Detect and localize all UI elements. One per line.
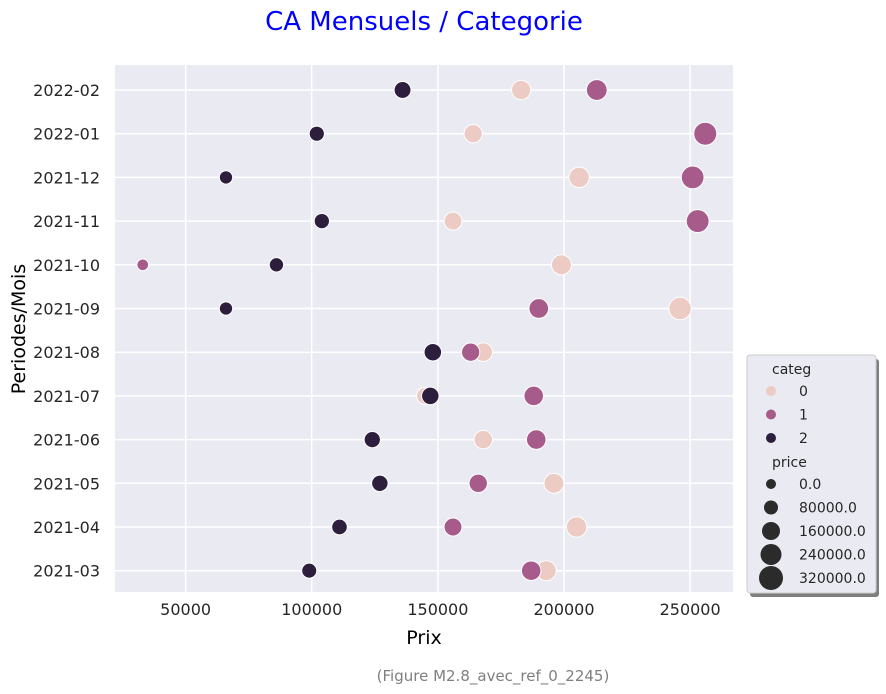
legend-size-marker <box>760 544 782 565</box>
data-point <box>463 124 483 144</box>
x-axis-label: Prix <box>406 627 441 649</box>
y-tick-label: 2021-10 <box>33 256 100 275</box>
y-tick-label: 2021-05 <box>33 474 100 493</box>
gridlines <box>115 65 733 592</box>
legend-size-label: 80000.0 <box>799 501 857 517</box>
data-point <box>685 209 710 234</box>
legend-size-marker <box>766 479 776 489</box>
legend-hue-marker <box>766 409 776 420</box>
data-point <box>680 165 705 190</box>
data-point <box>528 298 550 319</box>
data-point <box>525 429 547 450</box>
legend-hue-marker <box>766 433 776 443</box>
y-tick-labels: 2021-03 2021-04 2021-05 2021-06 2021-07 2021-… <box>33 81 100 581</box>
legend-hue-label: 0 <box>799 384 808 400</box>
data-point <box>443 517 463 537</box>
legend-hue-label: 2 <box>799 431 808 447</box>
data-point <box>565 516 588 538</box>
data-point <box>585 79 608 101</box>
legend-size-label: 320000.0 <box>799 571 866 587</box>
x-tick-label: 100000 <box>281 600 342 619</box>
y-tick-label: 2021-08 <box>33 343 100 362</box>
data-point <box>313 212 330 230</box>
legend-size-title: price <box>772 455 807 471</box>
y-tick-label: 2021-09 <box>33 300 100 319</box>
data-point <box>520 560 542 581</box>
x-tick-label: 150000 <box>407 600 468 619</box>
y-tick-label: 2021-11 <box>33 212 100 231</box>
y-tick-label: 2022-01 <box>33 125 100 144</box>
legend: categ 0 1 2 price 0.0 80000.0 160000.0 240000… <box>746 354 879 597</box>
data-point <box>468 473 488 494</box>
data-point <box>218 301 234 316</box>
figure-caption: (Figure M2.8_avec_ref_0_2245) <box>377 667 610 686</box>
legend-size-label: 240000.0 <box>799 548 866 564</box>
data-point <box>443 211 463 231</box>
data-point <box>393 81 412 99</box>
legend-size-marker <box>762 522 780 540</box>
legend-size-marker <box>759 566 783 590</box>
data-point <box>543 472 565 494</box>
data-point <box>301 562 318 579</box>
data-points <box>136 79 718 582</box>
data-point <box>136 258 150 272</box>
x-tick-label: 50000 <box>160 600 211 619</box>
legend-size-label: 160000.0 <box>799 524 866 540</box>
legend-size-marker <box>764 500 778 515</box>
data-point <box>668 296 692 321</box>
chart-title: CA Mensuels / Categorie <box>265 7 583 37</box>
y-tick-label: 2022-02 <box>33 81 100 100</box>
x-tick-label: 200000 <box>533 600 594 619</box>
y-tick-label: 2021-03 <box>33 562 100 581</box>
data-point <box>693 121 718 146</box>
y-tick-label: 2021-06 <box>33 431 100 450</box>
y-tick-label: 2021-12 <box>33 168 100 187</box>
data-point <box>268 257 285 273</box>
legend-hue-title: categ <box>772 362 811 378</box>
data-point <box>568 166 590 189</box>
data-point <box>371 474 389 493</box>
data-point <box>423 342 443 362</box>
data-point <box>550 254 573 276</box>
data-point <box>308 125 325 142</box>
data-point <box>421 386 440 406</box>
x-tick-label: 250000 <box>660 600 721 619</box>
legend-hue-label: 1 <box>799 408 808 424</box>
data-point <box>510 79 532 101</box>
y-tick-label: 2021-04 <box>33 518 100 537</box>
data-point <box>473 429 494 450</box>
x-tick-labels: 50000 100000 150000 200000 250000 <box>160 600 720 619</box>
data-point <box>363 430 381 449</box>
y-axis-label: Periodes/Mois <box>8 264 30 394</box>
legend-hue-marker <box>766 386 776 396</box>
legend-size-label: 0.0 <box>799 477 821 493</box>
data-point <box>461 342 481 362</box>
data-point <box>523 385 544 407</box>
data-point <box>331 518 348 536</box>
y-tick-label: 2021-07 <box>33 387 100 406</box>
plot-area <box>115 65 733 592</box>
data-point <box>218 170 234 185</box>
